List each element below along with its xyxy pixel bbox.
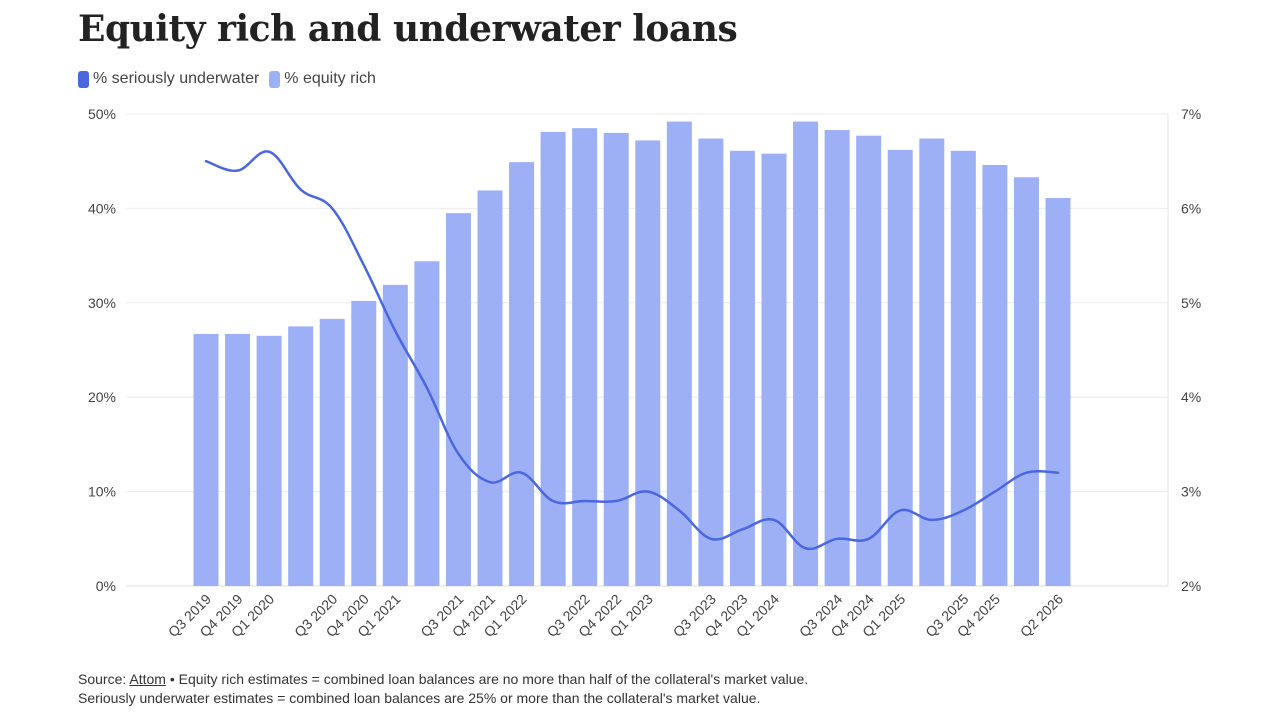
bar-equity-rich[interactable] bbox=[382, 284, 408, 586]
footer-source-prefix: Source: bbox=[78, 671, 127, 687]
bar-equity-rich[interactable] bbox=[856, 135, 882, 586]
footer-line-1-text: • Equity rich estimates = combined loan … bbox=[165, 671, 809, 687]
bar-equity-rich[interactable] bbox=[225, 333, 251, 586]
legend-item-equity-rich[interactable]: % equity rich bbox=[269, 70, 376, 88]
bar-equity-rich[interactable] bbox=[982, 164, 1008, 586]
bar-equity-rich[interactable] bbox=[1013, 177, 1039, 587]
bar-equity-rich[interactable] bbox=[635, 140, 661, 586]
bar-equity-rich[interactable] bbox=[729, 150, 755, 587]
bar-equity-rich[interactable] bbox=[193, 333, 219, 586]
line-seriously-underwater[interactable] bbox=[204, 150, 1060, 551]
right-axis-ticks: 2% 3% 4% 5% 6% 7% bbox=[1181, 106, 1201, 594]
bar-equity-rich[interactable] bbox=[572, 128, 598, 586]
left-axis-tick-label: 0% bbox=[96, 578, 116, 594]
bar-equity-rich[interactable] bbox=[477, 190, 503, 587]
bar-equity-rich[interactable] bbox=[509, 162, 535, 587]
left-axis-tick-label: 10% bbox=[88, 484, 116, 500]
bar-equity-rich[interactable] bbox=[698, 138, 724, 586]
right-axis-tick-label: 2% bbox=[1181, 578, 1201, 594]
bar-equity-rich[interactable] bbox=[919, 138, 945, 586]
left-axis-tick-label: 50% bbox=[88, 106, 116, 122]
bar-equity-rich[interactable] bbox=[793, 121, 819, 586]
bar-equity-rich[interactable] bbox=[540, 131, 566, 586]
chart-title: Equity rich and underwater loans bbox=[78, 8, 738, 50]
legend-label-underwater: % seriously underwater bbox=[93, 70, 260, 87]
chart-footer: Source: Attom • Equity rich estimates = … bbox=[78, 670, 808, 708]
footer-line-2: Seriously underwater estimates = combine… bbox=[78, 690, 761, 706]
right-axis-tick-label: 6% bbox=[1181, 200, 1201, 216]
bar-equity-rich[interactable] bbox=[950, 150, 976, 587]
bar-series-equity-rich bbox=[193, 121, 1071, 587]
bar-equity-rich[interactable] bbox=[887, 149, 913, 586]
left-axis-ticks: 0% 10% 20% 30% 40% 50% bbox=[88, 106, 116, 594]
bar-equity-rich[interactable] bbox=[288, 326, 314, 586]
legend-swatch-equity-rich bbox=[269, 70, 281, 88]
bar-equity-rich[interactable] bbox=[414, 261, 440, 586]
legend-swatch-underwater bbox=[78, 70, 89, 88]
bar-equity-rich[interactable] bbox=[319, 318, 345, 586]
right-axis-tick-label: 4% bbox=[1181, 389, 1201, 405]
bar-equity-rich[interactable] bbox=[824, 130, 850, 586]
left-axis-tick-label: 20% bbox=[88, 389, 116, 405]
legend-label-equity-rich: % equity rich bbox=[284, 70, 376, 87]
left-axis-tick-label: 40% bbox=[88, 200, 116, 216]
bar-equity-rich[interactable] bbox=[256, 335, 282, 586]
right-axis-tick-label: 7% bbox=[1181, 106, 1201, 122]
bar-equity-rich[interactable] bbox=[666, 121, 692, 586]
right-axis-tick-label: 3% bbox=[1181, 484, 1201, 500]
right-axis-tick-label: 5% bbox=[1181, 295, 1201, 311]
bar-equity-rich[interactable] bbox=[445, 213, 471, 586]
left-axis-tick-label: 30% bbox=[88, 295, 116, 311]
footer-line-1: Source: Attom • Equity rich estimates = … bbox=[78, 670, 808, 689]
bar-equity-rich[interactable] bbox=[1045, 198, 1071, 587]
line-series-underwater bbox=[204, 150, 1060, 551]
legend-item-underwater[interactable]: % seriously underwater bbox=[78, 70, 259, 88]
footer-source-link[interactable]: Attom bbox=[129, 671, 166, 687]
bar-equity-rich[interactable] bbox=[351, 300, 377, 586]
bar-equity-rich[interactable] bbox=[761, 153, 787, 586]
x-axis-tick-label: Q2 2026 bbox=[1017, 591, 1066, 640]
legend: % seriously underwater % equity rich bbox=[78, 70, 386, 88]
bar-equity-rich[interactable] bbox=[603, 132, 629, 586]
